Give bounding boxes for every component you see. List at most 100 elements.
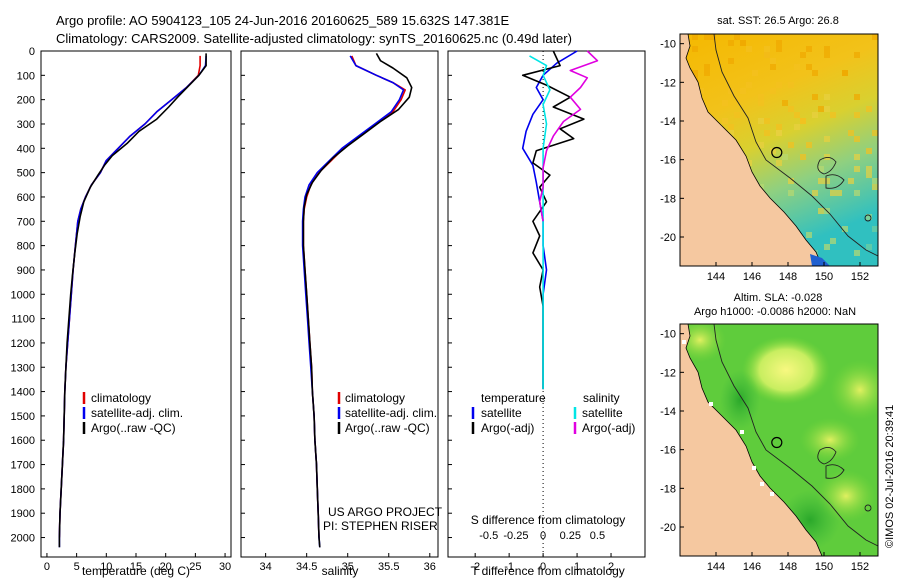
depth-tick-label: 500 bbox=[17, 168, 35, 180]
sst-pixel bbox=[704, 70, 710, 76]
depth-tick-label: 1700 bbox=[11, 460, 35, 472]
sst-pixel bbox=[734, 112, 740, 118]
sst-pixel bbox=[704, 64, 710, 70]
sst-pixel bbox=[788, 106, 794, 112]
project-line1: US ARGO PROJECT bbox=[328, 505, 443, 519]
x-tick-label: 5 bbox=[74, 561, 80, 573]
depth-tick-label: 2000 bbox=[11, 533, 35, 545]
argo-float-marker bbox=[771, 146, 783, 159]
sst-pixel bbox=[854, 250, 860, 256]
sst-pixel bbox=[824, 94, 830, 100]
salinity-xlabel: salinity bbox=[322, 564, 359, 578]
sst-pixel bbox=[854, 154, 860, 160]
sst-pixel bbox=[854, 52, 860, 58]
x-tick-label: 0 bbox=[44, 561, 50, 573]
sst-pixel bbox=[800, 118, 806, 124]
map-x-tick-label: 152 bbox=[851, 561, 869, 573]
sst-pixel bbox=[812, 190, 818, 196]
map-x-tick-label: 148 bbox=[779, 271, 797, 283]
map-x-tick-label: 150 bbox=[815, 561, 833, 573]
sst-pixel bbox=[806, 142, 812, 148]
salinity-legend: climatology satellite-adj. clim. Argo(..… bbox=[337, 391, 437, 435]
series-line-t-argo bbox=[521, 50, 585, 390]
series-line-climatology bbox=[302, 55, 407, 538]
sst-pixel bbox=[722, 100, 728, 106]
sst-pixel bbox=[752, 70, 758, 76]
sst-pixel bbox=[866, 214, 872, 220]
header-line2: Climatology: CARS2009. Satellite-adjuste… bbox=[56, 31, 572, 46]
sst-pixel bbox=[866, 106, 872, 112]
x-tick-label: -1 bbox=[504, 561, 514, 573]
map-y-tick-label: -14 bbox=[660, 116, 676, 128]
sst-pixel bbox=[818, 208, 824, 214]
sst-pixel bbox=[836, 190, 842, 196]
sst-pixel bbox=[734, 34, 740, 40]
map-x-tick-label: 148 bbox=[779, 561, 797, 573]
sla-map-title2: Argo h1000: -0.0086 h2000: NaN bbox=[694, 306, 856, 318]
sst-pixel bbox=[854, 112, 860, 118]
reef-outline bbox=[825, 464, 845, 479]
depth-tick-label: 1000 bbox=[11, 289, 35, 301]
map-y-tick-label: -10 bbox=[660, 39, 676, 51]
sst-pixel bbox=[848, 178, 854, 184]
deep-water bbox=[810, 254, 830, 266]
map-y-tick-label: -18 bbox=[660, 483, 676, 495]
temperature-x-axis: 0 5 10 15 20 25 30 bbox=[44, 553, 231, 573]
sst-pixel bbox=[722, 118, 728, 124]
sst-pixel bbox=[854, 94, 860, 100]
legend-label: climatology bbox=[345, 391, 405, 405]
legend-label: satellite-adj. clim. bbox=[345, 406, 437, 420]
salinity-axes bbox=[240, 50, 439, 558]
map-x-tick-label: 146 bbox=[743, 271, 761, 283]
sst-pixel bbox=[728, 130, 734, 136]
map-y-tick-label: -20 bbox=[660, 232, 676, 244]
sst-pixel bbox=[710, 34, 716, 40]
project-line2: PI: STEPHEN RISER bbox=[323, 519, 438, 533]
sst-pixel bbox=[728, 40, 734, 46]
salinity-lines bbox=[301, 53, 413, 548]
sst-pixel bbox=[824, 136, 830, 142]
sst-map-frame bbox=[679, 33, 879, 267]
sst-pixel bbox=[770, 58, 776, 64]
sst-pixel bbox=[800, 52, 806, 58]
sst-pixel bbox=[824, 46, 830, 52]
sst-pixel bbox=[764, 118, 770, 124]
sst-pixel bbox=[824, 52, 830, 58]
x-tick-label: 20 bbox=[160, 561, 172, 573]
sla-high bbox=[680, 324, 726, 362]
salinity-x-axis: 34 34.5 35 35.5 36 bbox=[260, 553, 436, 573]
s-tick-label: 0.25 bbox=[560, 530, 581, 542]
s-tick-label: 0.5 bbox=[590, 530, 605, 542]
series-line-satellite bbox=[58, 55, 207, 548]
map-y-tick-label: -14 bbox=[660, 406, 676, 418]
sst-pixel bbox=[788, 82, 794, 88]
reef-outline bbox=[864, 504, 872, 512]
sst-pixel bbox=[806, 46, 812, 52]
sst-pixel bbox=[788, 178, 794, 184]
x-tick-label: 34.5 bbox=[296, 561, 317, 573]
x-tick-label: 34 bbox=[260, 561, 272, 573]
legend-label: Argo(-adj) bbox=[582, 421, 635, 435]
x-tick-label: 1 bbox=[574, 561, 580, 573]
sst-pixel bbox=[830, 238, 836, 244]
sst-pixel bbox=[866, 172, 872, 178]
missing-data-dots bbox=[682, 340, 774, 496]
depth-tick-label: 1300 bbox=[11, 362, 35, 374]
sst-pixel bbox=[872, 34, 878, 40]
depth-tick-label: 0 bbox=[29, 46, 35, 58]
sst-pixel bbox=[692, 70, 698, 76]
series-line-s-argo bbox=[538, 50, 599, 222]
map-x-tick-label: 144 bbox=[707, 271, 725, 283]
sst-pixel bbox=[704, 34, 710, 40]
reef-outline bbox=[864, 214, 872, 222]
land-mass bbox=[680, 324, 823, 556]
sst-pixel bbox=[818, 178, 824, 184]
sst-map bbox=[680, 34, 878, 266]
x-tick-label: 25 bbox=[189, 561, 201, 573]
depth-tick-label: 1400 bbox=[11, 387, 35, 399]
isobath-line bbox=[713, 324, 878, 547]
sst-pixel bbox=[776, 124, 782, 130]
sst-pixel bbox=[872, 130, 878, 136]
sst-pixel bbox=[782, 100, 788, 106]
